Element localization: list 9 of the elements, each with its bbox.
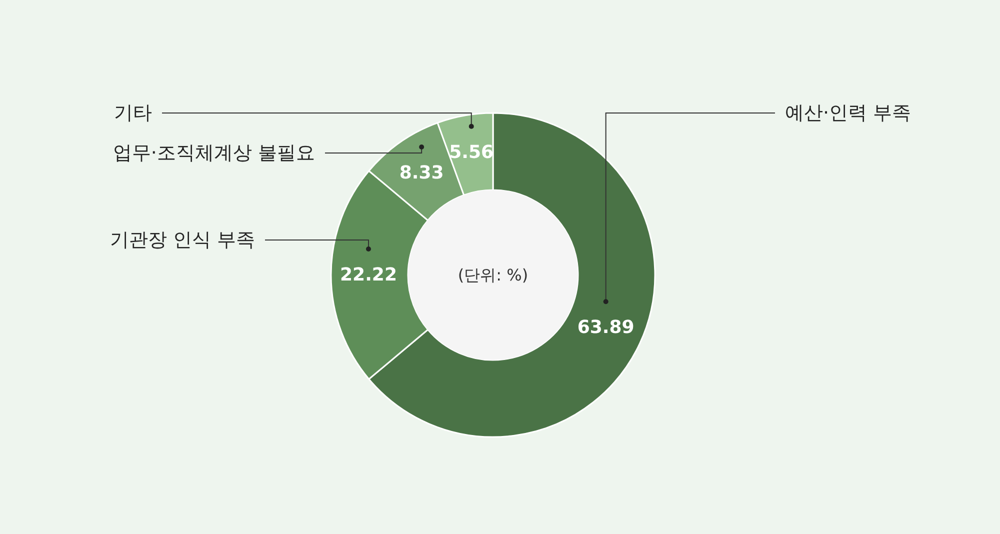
slice-label: 예산·인력 부족 xyxy=(785,102,912,124)
slice-label: 기타 xyxy=(114,102,152,124)
data-label: 63.89 xyxy=(577,317,634,338)
slice-label: 기관장 인식 부족 xyxy=(110,229,255,251)
text: (단위: %) xyxy=(458,266,528,284)
data-label: 22.22 xyxy=(340,264,397,286)
data-label: 8.33 xyxy=(399,162,444,184)
data-label: 5.56 xyxy=(449,142,494,163)
slice-label: 업무·조직체계상 불필요 xyxy=(112,142,315,164)
